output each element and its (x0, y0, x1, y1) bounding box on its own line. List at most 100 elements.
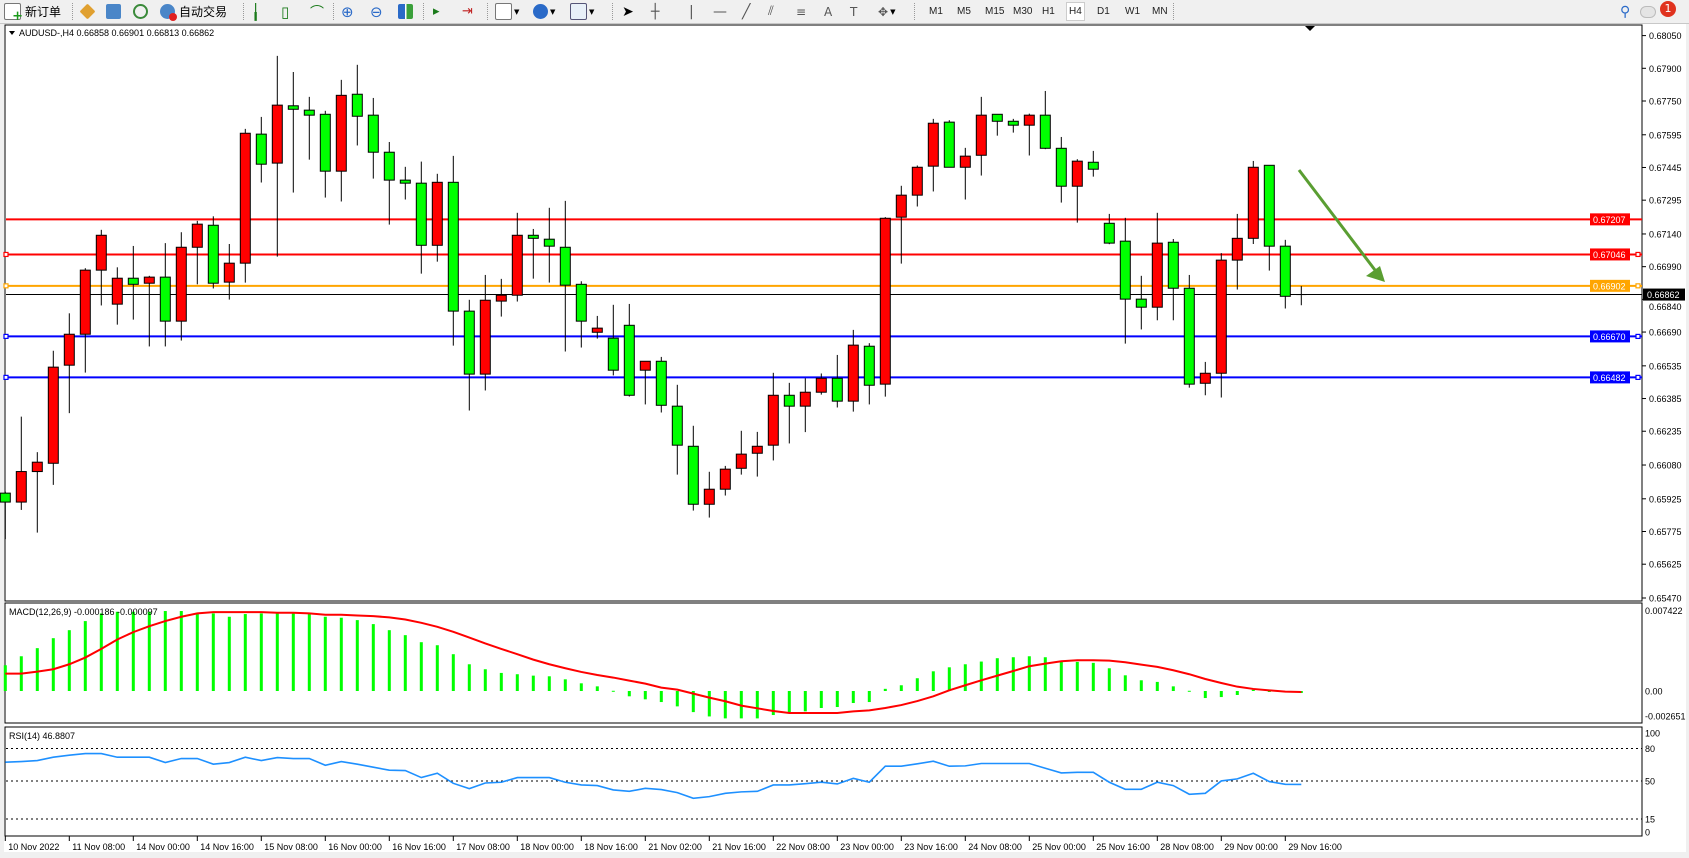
candle-body (639, 360, 651, 371)
candle-body (31, 461, 43, 473)
price-line-label: 0.66482 (1593, 373, 1626, 383)
candle-body (287, 105, 299, 110)
candle-body (335, 94, 347, 172)
candle-body (15, 471, 27, 503)
candle-body (687, 445, 699, 505)
candle-body (799, 391, 811, 407)
timeframe-m5[interactable]: M5 (957, 6, 971, 17)
new-order-button[interactable]: + 新订单 (4, 2, 61, 23)
time-axis-label: 10 Nov 2022 (8, 842, 59, 852)
price-axis-label: 0.65925 (1649, 494, 1682, 504)
candle-body (159, 276, 171, 322)
vertical-line-icon[interactable]: | (689, 3, 694, 20)
auto-scroll-icon[interactable]: ▸ (433, 4, 440, 19)
notification-badge[interactable]: 1 (1660, 1, 1676, 17)
price-line-label-box (1590, 248, 1630, 261)
price-line-label-box (1590, 330, 1630, 343)
candle-body (735, 453, 747, 469)
macd-histogram-bar (1107, 668, 1111, 691)
signals-icon[interactable] (133, 4, 148, 19)
chat-icon[interactable] (1640, 6, 1656, 18)
macd-histogram-bar (1123, 675, 1127, 691)
price-axis-label: 0.67295 (1649, 196, 1682, 206)
candle-body (1119, 240, 1131, 300)
timeframe-h1[interactable]: H1 (1042, 6, 1055, 17)
macd-histogram-bar (435, 645, 439, 691)
macd-histogram-bar (1075, 661, 1079, 691)
chart-shift-marker-icon[interactable] (1305, 26, 1315, 31)
candle-body (703, 488, 715, 505)
time-axis-label: 22 Nov 08:00 (776, 842, 830, 852)
candle-body (127, 277, 139, 285)
trendline-icon[interactable]: ╱ (742, 3, 751, 20)
price-line-label: 0.66670 (1593, 332, 1626, 342)
text-icon[interactable]: A (824, 4, 833, 19)
bar-chart-icon[interactable]: ╽ (251, 2, 261, 21)
time-axis-label: 18 Nov 00:00 (520, 842, 574, 852)
candle-body (1167, 241, 1179, 289)
timeframe-w1[interactable]: W1 (1125, 6, 1140, 17)
timeframe-h4[interactable]: H4 (1066, 2, 1085, 21)
templates-button[interactable]: ▼ (570, 2, 594, 21)
candle-body (79, 269, 91, 335)
market-watch-icon[interactable] (106, 4, 121, 19)
timeframe-m1[interactable]: M1 (929, 6, 943, 17)
macd-histogram-bar (947, 667, 951, 691)
zoom-in-icon[interactable]: ⊕ (341, 2, 354, 21)
candle-body (255, 133, 267, 165)
macd-histogram-bar (451, 654, 455, 691)
timeframe-d1[interactable]: D1 (1097, 6, 1110, 17)
candle-body (959, 155, 971, 168)
line-anchor-handle (3, 374, 9, 380)
candle-body (143, 276, 155, 284)
metaeditor-icon[interactable] (79, 3, 96, 20)
tile-windows-icon[interactable] (398, 4, 413, 19)
timeframe-m30[interactable]: M30 (1013, 6, 1033, 17)
crosshair-icon[interactable]: ┼ (651, 3, 660, 20)
timeframe-m15[interactable]: M15 (985, 6, 1005, 17)
candle (0, 491, 11, 540)
zoom-out-icon[interactable]: ⊖ (370, 2, 383, 21)
candle-body (1247, 166, 1259, 239)
candle (575, 281, 587, 348)
search-icon[interactable]: ⚲ (1620, 3, 1631, 20)
indicators-button[interactable]: ▼ (495, 2, 519, 21)
horizontal-line-icon[interactable]: — (713, 3, 727, 20)
time-axis-label: 21 Nov 16:00 (712, 842, 766, 852)
candle-body (623, 324, 635, 396)
timeframe-mn[interactable]: MN (1152, 6, 1168, 17)
candle-body (47, 366, 59, 464)
candle (687, 425, 699, 511)
candlestick-icon[interactable]: ▯ (281, 2, 290, 21)
macd-histogram-bar (195, 612, 199, 691)
candle (559, 200, 571, 352)
macd-histogram-bar (419, 642, 423, 691)
text-label-icon[interactable]: T (850, 4, 858, 19)
macd-axis-label: 0.007422 (1645, 606, 1683, 616)
line-anchor-handle (3, 251, 9, 258)
arrows-button[interactable]: ✥ ▼ (878, 2, 895, 21)
candle (1231, 213, 1243, 290)
macd-histogram-bar (1187, 690, 1191, 692)
trend-arrow-line (1297, 169, 1380, 275)
line-anchor-handle (3, 283, 9, 289)
rsi-axis-label: 15 (1645, 814, 1655, 824)
candle-body (591, 327, 603, 333)
macd-histogram-bar (515, 674, 519, 691)
macd-histogram-bar (99, 613, 103, 691)
periods-button[interactable]: ▼ (533, 2, 555, 21)
line-chart-icon[interactable]: ⌒ (310, 4, 324, 21)
fibonacci-icon[interactable]: ≡ (796, 4, 807, 19)
auto-trading-button[interactable]: 自动交易 (160, 2, 227, 21)
collapse-triangle-icon[interactable] (9, 31, 15, 35)
macd-label: MACD(12,26,9) -0.000186 -0.000097 (9, 607, 158, 617)
candle-body (527, 234, 539, 239)
price-axis-label: 0.66840 (1649, 302, 1682, 312)
equidistant-channel-icon[interactable]: ⫽ (768, 4, 774, 19)
cursor-icon[interactable]: ➤ (622, 3, 634, 20)
candle-body (559, 246, 571, 286)
candle-body (719, 468, 731, 490)
chart-shift-icon[interactable]: ⇥ (462, 4, 473, 19)
candle-body (1199, 372, 1211, 384)
